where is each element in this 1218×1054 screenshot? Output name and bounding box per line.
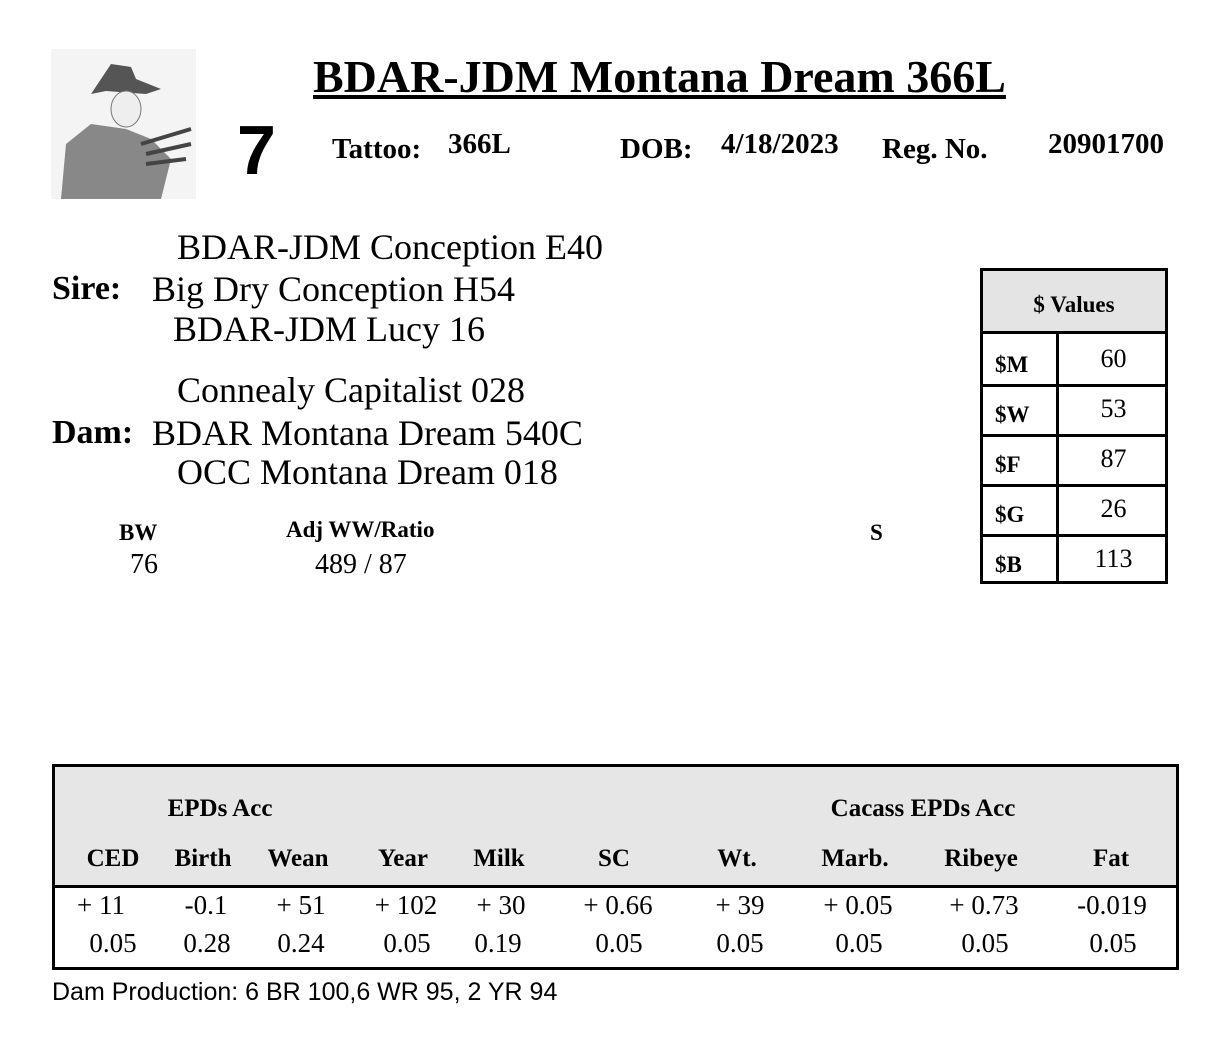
dollar-values-table: $ Values $M 60 $W 53 $F 87 $G 26 $B 113: [980, 268, 1168, 584]
tattoo-label: Tattoo:: [332, 133, 422, 165]
epd-accuracy: 0.05: [1089, 928, 1137, 958]
epd-accuracy: 0.05: [595, 928, 643, 958]
dob-value: 4/18/2023: [721, 128, 839, 160]
dollar-value-key: $B: [983, 534, 1059, 584]
dollar-value-key: $W: [983, 384, 1059, 434]
dollar-value-key: $M: [983, 334, 1059, 384]
dollar-value-row: $G 26: [983, 484, 1165, 537]
epd-accuracy: 0.05: [89, 928, 137, 958]
epd-value: + 51: [276, 890, 326, 920]
lot-number: 7: [237, 111, 276, 189]
dam-name: BDAR Montana Dream 540C: [152, 413, 583, 453]
epd-column-header: Ribeye: [944, 845, 1018, 872]
dollar-value-row: $M 60: [983, 334, 1165, 387]
dollar-value: 60: [1100, 344, 1127, 373]
dollar-value-key: $F: [983, 434, 1059, 484]
sire-sire: BDAR-JDM Conception E40: [177, 227, 603, 267]
tattoo-value: 366L: [448, 128, 511, 160]
epd-group-label: EPDs Acc: [167, 795, 273, 822]
epd-value: + 0.66: [583, 890, 653, 920]
epd-accuracy: 0.05: [716, 928, 764, 958]
dollar-value: 26: [1100, 494, 1127, 523]
cowboy-logo-image: [51, 49, 196, 199]
epd-value: + 0.73: [949, 890, 1019, 920]
bw-value: 76: [130, 549, 158, 580]
dollar-values-title: $ Values: [983, 271, 1165, 334]
epd-accuracy: 0.05: [383, 928, 431, 958]
epd-value: + 30: [476, 890, 526, 920]
epd-value: + 0.05: [823, 890, 893, 920]
epd-column-header: Milk: [473, 845, 525, 872]
ww-label: Adj WW/Ratio: [286, 517, 435, 542]
epd-column-header: Marb.: [821, 845, 889, 872]
sire-dam: BDAR-JDM Lucy 16: [173, 309, 485, 349]
epd-value: + 11: [77, 890, 125, 920]
bw-label: BW: [119, 520, 158, 545]
dollar-value: 113: [1094, 544, 1133, 573]
dam-sire: Connealy Capitalist 028: [177, 370, 525, 410]
dollar-value-row: $W 53: [983, 384, 1165, 437]
epd-table: EPDs Acc Cacass EPDs Acc CED + 11 0.05 Birt…: [52, 764, 1179, 970]
reg-label: Reg. No.: [882, 133, 988, 165]
epd-column-header: Year: [378, 845, 428, 872]
reg-value: 20901700: [1048, 128, 1164, 160]
sire-label: Sire:: [52, 270, 122, 307]
dam-label: Dam:: [52, 414, 134, 451]
epd-accuracy: 0.24: [277, 928, 325, 958]
dollar-value-row: $B 113: [983, 534, 1165, 584]
epd-column-header: Wean: [267, 845, 329, 872]
dam-dam: OCC Montana Dream 018: [177, 452, 558, 492]
epd-value: + 39: [715, 890, 765, 920]
dollar-value-row: $F 87: [983, 434, 1165, 487]
epd-header: EPDs Acc Cacass EPDs Acc: [55, 767, 1176, 888]
epd-value: -0.1: [184, 890, 228, 920]
dollar-value: 53: [1100, 394, 1127, 423]
epd-column-header: CED: [86, 845, 140, 872]
s-label: S: [870, 520, 883, 545]
epd-value: -0.019: [1077, 890, 1147, 920]
dollar-value-key: $G: [983, 484, 1059, 534]
animal-name-title: BDAR-JDM Montana Dream 366L: [313, 51, 1006, 102]
dollar-value: 87: [1100, 444, 1127, 473]
epd-value: + 102: [374, 890, 438, 920]
carcass-epd-group-label: Cacass EPDs Acc: [830, 795, 1016, 822]
sire-name: Big Dry Conception H54: [152, 269, 515, 309]
epd-accuracy: 0.19: [474, 928, 522, 958]
epd-accuracy: 0.05: [961, 928, 1009, 958]
ww-value: 489 / 87: [315, 549, 407, 580]
epd-column-header: Birth: [174, 845, 232, 872]
dob-label: DOB:: [620, 133, 693, 165]
epd-column-header: SC: [598, 845, 630, 872]
epd-column-header: Wt.: [717, 845, 757, 872]
dam-production: Dam Production: 6 BR 100,6 WR 95, 2 YR 9…: [52, 978, 558, 1006]
epd-column-header: Fat: [1092, 845, 1130, 872]
epd-accuracy: 0.28: [183, 928, 231, 958]
epd-accuracy: 0.05: [835, 928, 883, 958]
